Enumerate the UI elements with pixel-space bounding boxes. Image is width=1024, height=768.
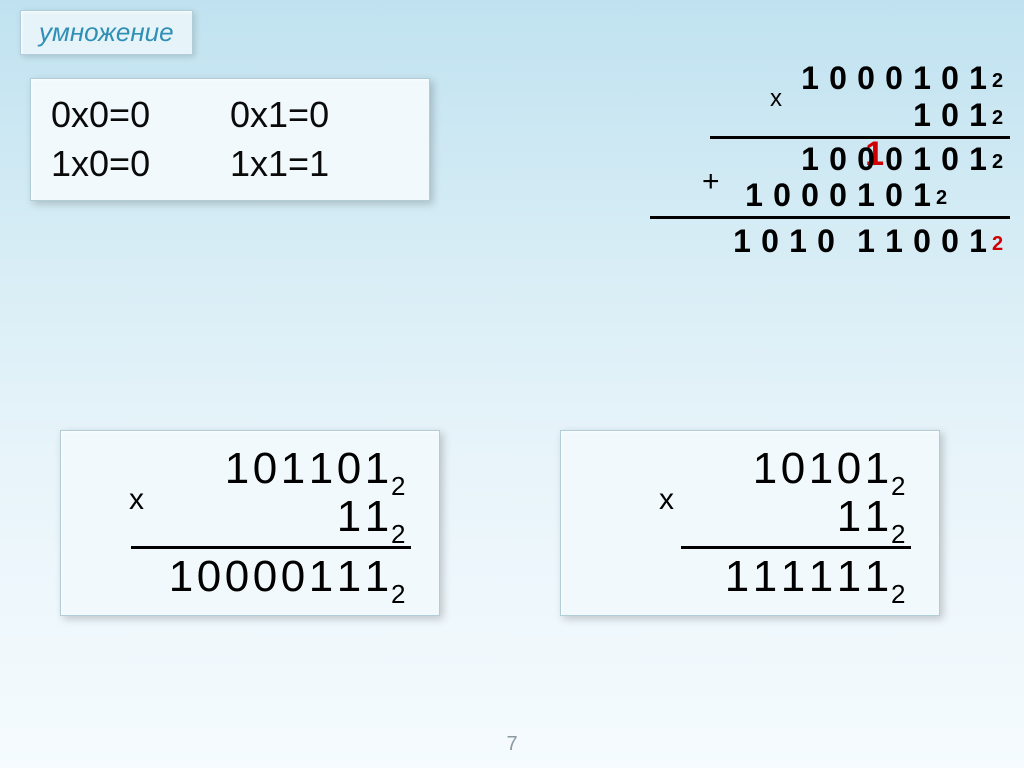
- rule-00: 0х0=0: [51, 91, 230, 140]
- rule-01: 0х1=0: [230, 91, 409, 140]
- base-subscript: 2: [936, 187, 954, 224]
- title-text: умножение: [39, 17, 174, 47]
- multiply-sign: х: [659, 483, 674, 516]
- example-box-left: 1 0 1 1 0 1 2 х 1 1 2 1 0 0 0 0 1 1 1 2: [60, 430, 440, 616]
- example-right-a: 1 0 1 0 1 2: [589, 445, 911, 493]
- multiply-sign: х: [770, 85, 782, 113]
- partial-row-2: + 1 0 0 0 1 0 1 2: [470, 177, 1010, 214]
- page-number: 7: [506, 733, 517, 756]
- example-right-result: 1 1 1 1 1 1 2: [589, 553, 911, 601]
- result-subscript: 2: [992, 233, 1010, 270]
- rules-box: 0х0=0 0х1=0 1х0=0 1х1=1: [30, 78, 430, 201]
- multiplier-row: х 1 0 1 2: [470, 97, 1010, 134]
- rule-10: 1х0=0: [51, 140, 230, 189]
- example-left-b: х 1 1 2: [89, 493, 411, 541]
- rule-11: 1х1=1: [230, 140, 409, 189]
- multiplicand-row: 1 0 0 0 1 0 1 2: [470, 60, 1010, 97]
- example-left-result: 1 0 0 0 0 1 1 1 2: [89, 553, 411, 601]
- first-divider: [710, 136, 1010, 139]
- result-row: 1 0 1 0 1 1 0 0 1 2: [470, 223, 1010, 260]
- base-subscript: 2: [391, 580, 411, 609]
- example-left-divider: [131, 546, 411, 549]
- base-subscript: 2: [391, 520, 411, 549]
- base-subscript: 2: [992, 107, 1010, 144]
- multiply-sign: х: [129, 483, 144, 516]
- title-box: умножение: [20, 10, 193, 55]
- base-subscript: 2: [891, 580, 911, 609]
- plus-sign: +: [702, 165, 720, 200]
- example-right-b: х 1 1 2: [589, 493, 911, 541]
- partial-row-1: 1 0 0 0 1 0 1 2: [470, 141, 1010, 178]
- second-divider: [650, 216, 1010, 219]
- base-subscript: 2: [891, 520, 911, 549]
- example-right-divider: [681, 546, 911, 549]
- worked-multiplication: 1 0 0 0 1 0 1 2 х 1 0 1 2 1 1 0 0 0 1 0 …: [470, 60, 1010, 260]
- example-box-right: 1 0 1 0 1 2 х 1 1 2 1 1 1 1 1 1 2: [560, 430, 940, 616]
